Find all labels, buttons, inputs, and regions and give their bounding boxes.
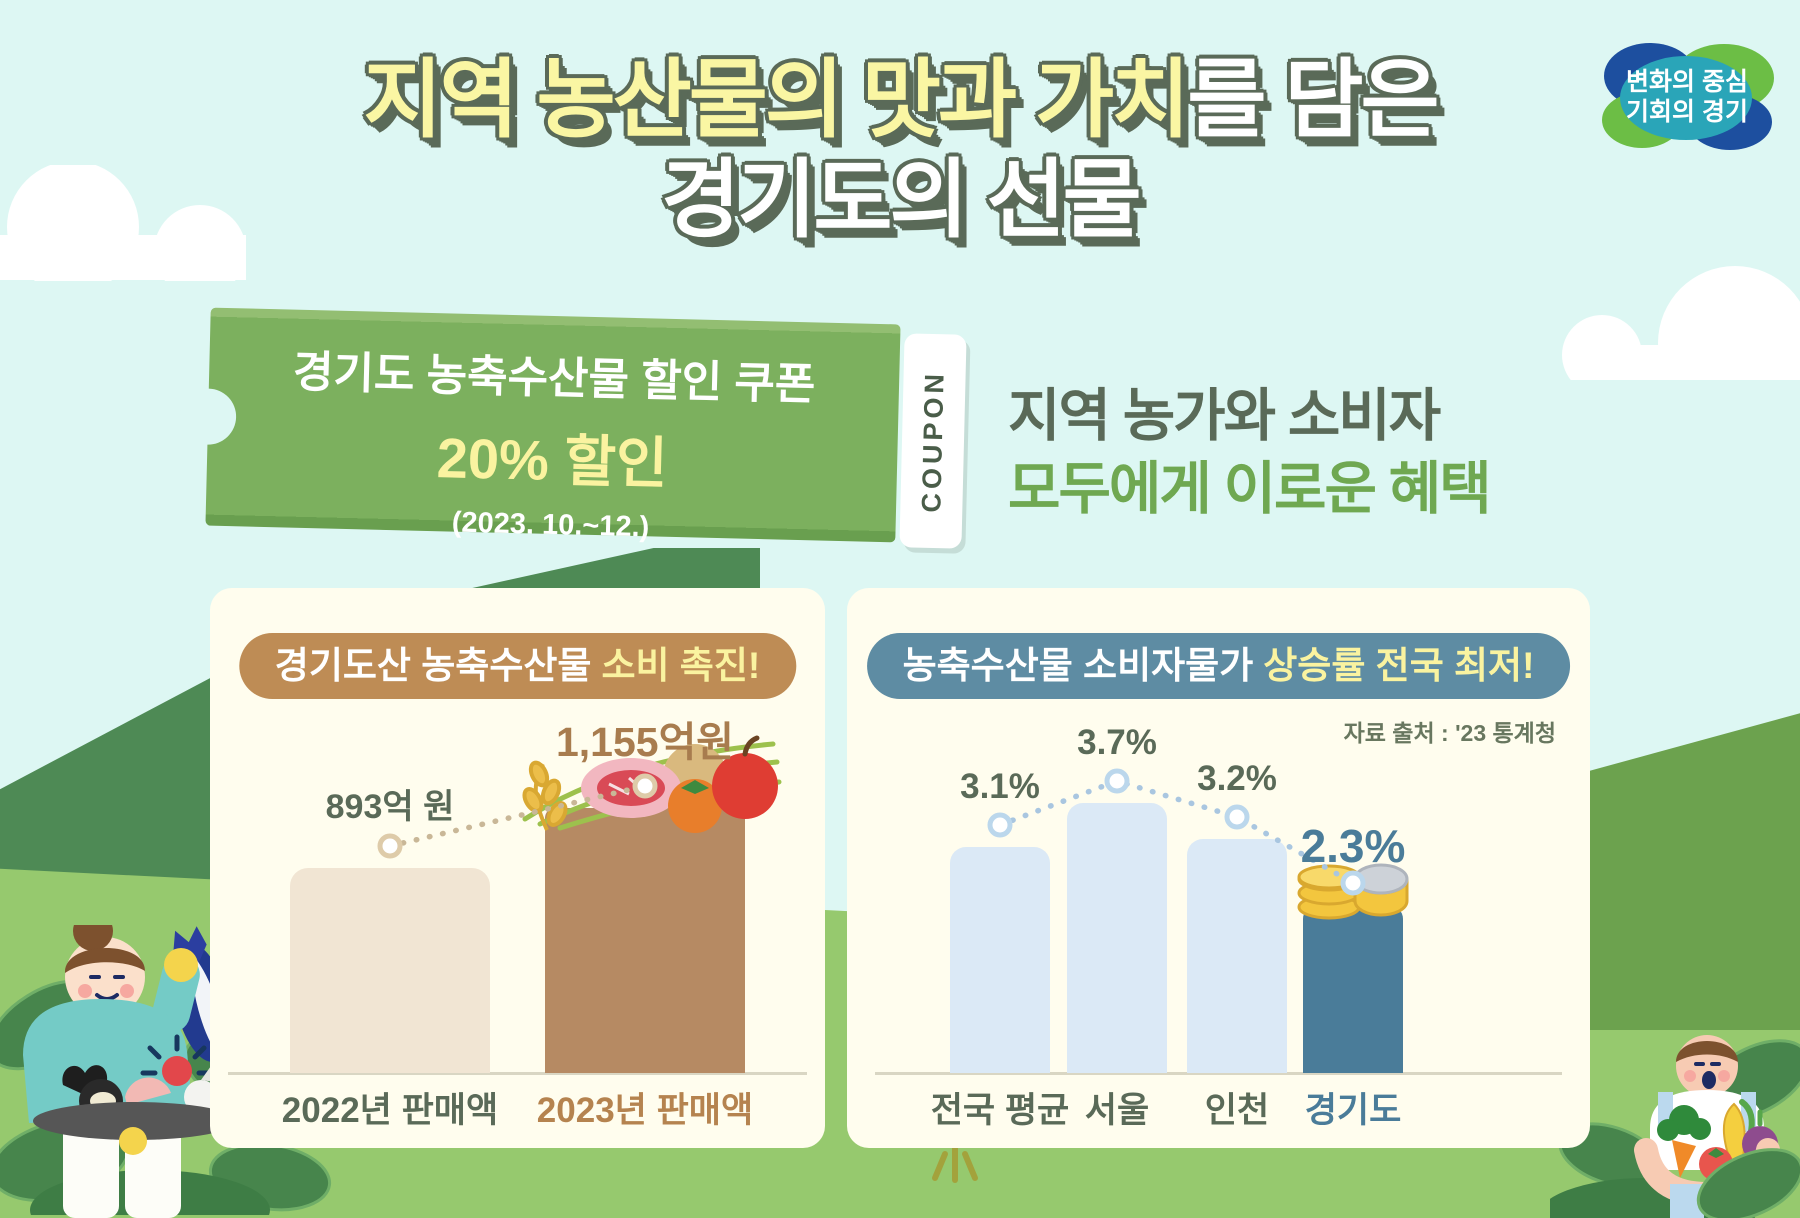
cloud-icon [0, 165, 246, 281]
chart-baseline [228, 1072, 807, 1075]
coupon-discount: 20% 할인 [436, 426, 669, 495]
benefit-line2: 모두에게 이로운 혜택 [1008, 457, 1492, 521]
inflation-chart-card: 농축수산물 소비자물가 상승률 전국 최저! 자료 출처 : '23 통계청 [847, 588, 1590, 1148]
bar-seoul [1067, 803, 1167, 1073]
title-rest: 를 담은 [1187, 52, 1439, 148]
logo-slogan-line2: 기회의 경기 [1626, 97, 1748, 126]
benefit-line1: 지역 농가와 소비자 [1008, 384, 1441, 448]
bar-2023-sales [522, 735, 782, 1073]
grass-sprout-icon [932, 1143, 978, 1183]
value-label-seoul: 3.7% [1077, 723, 1157, 762]
coupon-stub-label: COUPON [915, 369, 950, 513]
bar-gyeonggi [1297, 863, 1409, 1073]
value-label-2022: 893억 원 [325, 788, 455, 826]
value-label-incheon: 3.2% [1197, 759, 1277, 798]
sales-chart-title-yellow: 소비 촉진! [601, 645, 761, 686]
sales-chart-title-white: 경기도산 농축수산물 [274, 645, 592, 686]
discount-coupon: 경기도 농축수산물 할인 쿠폰 20% 할인 (2023. 10.~12.) [205, 307, 901, 543]
inflation-chart-title-yellow: 상승률 전국 최저! [1263, 645, 1535, 686]
gyeonggi-logo: 변화의 중심 기회의 경기 [1598, 40, 1776, 154]
x-label-2022: 2022년 판매액 [281, 1091, 499, 1130]
x-label-gyeonggi: 경기도 [1304, 1091, 1402, 1130]
coupon-stub: COUPON [899, 333, 967, 549]
value-label-national: 3.1% [960, 767, 1040, 806]
x-label-2023: 2023년 판매액 [536, 1091, 754, 1130]
logo-slogan-line1: 변화의 중심 [1626, 67, 1748, 96]
sales-chart-card: 경기도산 농축수산물 소비 촉진! [210, 588, 825, 1148]
sales-chart-title: 경기도산 농축수산물 소비 촉진! [238, 633, 797, 699]
coupon-period: (2023. 10.~12.) [451, 506, 650, 544]
cloud-icon [1562, 266, 1800, 380]
title-highlight: 지역 농산물의 맛과 가치 [363, 52, 1190, 148]
x-label-national: 전국 평균 [930, 1091, 1070, 1130]
poster-title: 지역 농산물의 맛과 가치를 담은 경기도의 선물 [0, 50, 1800, 250]
poster-title-line2: 경기도의 선물 [661, 152, 1142, 248]
data-source: 자료 출처 : '23 통계청 [1343, 720, 1556, 746]
coupon-title: 경기도 농축수산물 할인 쿠폰 [292, 347, 816, 410]
inflation-bar-chart: 3.1% 3.7% 3.2% 2.3% 전국 평균 서울 인천 경기도 [875, 713, 1562, 1130]
poster-title-line1: 지역 농산물의 맛과 가치를 담은 [0, 50, 1800, 150]
leaf-icon [1696, 1148, 1800, 1218]
sales-bar-chart: 893억 원 1,155억원 2022년 판매액 2023년 판매액 [228, 713, 807, 1130]
benefit-headline: 지역 농가와 소비자 모두에게 이로운 혜택 [1008, 380, 1492, 526]
logo-slogan: 변화의 중심 기회의 경기 [1598, 40, 1776, 154]
inflation-chart-title: 농축수산물 소비자물가 상승률 전국 최저! [866, 633, 1571, 699]
bar-national-average [950, 847, 1050, 1073]
x-label-seoul: 서울 [1084, 1091, 1150, 1130]
inflation-chart-title-white: 농축수산물 소비자물가 [902, 645, 1254, 686]
value-label-gyeonggi: 2.3% [1300, 820, 1406, 872]
bar-2022-sales [290, 868, 490, 1073]
chart-baseline [875, 1072, 1562, 1075]
x-label-incheon: 인천 [1204, 1091, 1270, 1130]
value-label-2023: 1,155억원 [555, 719, 735, 765]
bar-incheon [1187, 839, 1287, 1073]
